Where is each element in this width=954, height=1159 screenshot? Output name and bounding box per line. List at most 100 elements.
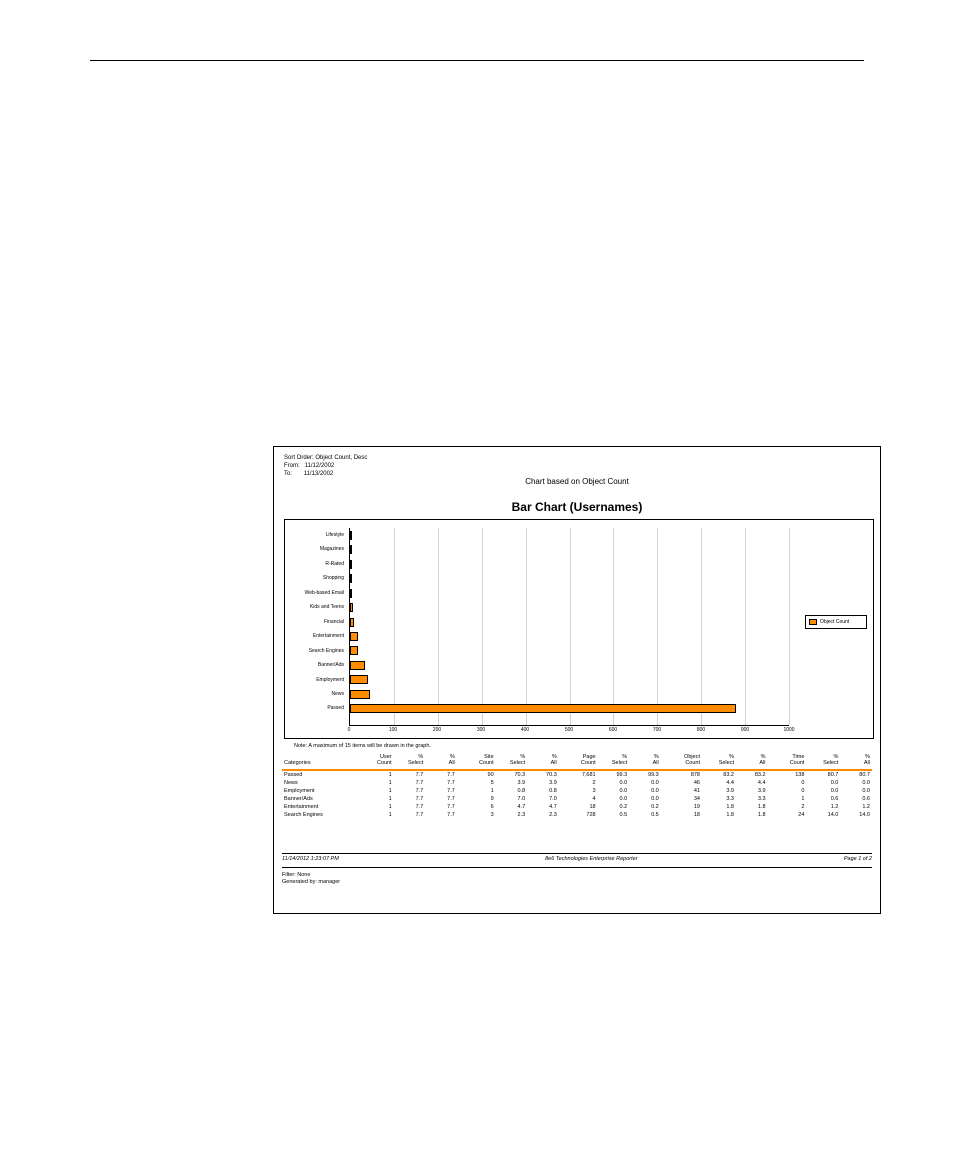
table-cell: 7,681 xyxy=(559,770,598,779)
table-cell: 0.0 xyxy=(629,795,661,803)
table-cell: 0 xyxy=(768,787,807,795)
y-axis-label: Web-based Email xyxy=(285,586,347,600)
chart-bar xyxy=(350,603,353,612)
table-cell: 80.7 xyxy=(806,770,840,779)
table-cell: 2 xyxy=(559,779,598,787)
x-tick-label: 1000 xyxy=(783,727,794,733)
table-cell: 4.7 xyxy=(496,803,528,811)
table-cell: 1 xyxy=(355,795,394,803)
footer-row: 11/14/2012 1:23:07 PM 8e6 Technologies E… xyxy=(282,856,872,862)
grid-line xyxy=(482,528,483,725)
grid-line xyxy=(745,528,746,725)
x-tick-label: 400 xyxy=(521,727,529,733)
table-cell: 41 xyxy=(661,787,702,795)
table-cell: 1 xyxy=(355,803,394,811)
chart-bar xyxy=(350,646,358,655)
table-cell: 3.9 xyxy=(496,779,528,787)
table-header-cell: TimeCount xyxy=(768,753,807,770)
table-cell: Entertainment xyxy=(282,803,355,811)
y-axis-label: Shopping xyxy=(285,571,347,585)
y-axis-label: Banner/Ads xyxy=(285,658,347,672)
grid-line xyxy=(438,528,439,725)
table-row: Search Engines17.77.732.32.37280.50.5181… xyxy=(282,811,872,819)
chart-bar xyxy=(350,690,370,699)
x-tick-label: 800 xyxy=(697,727,705,733)
table-cell: 3 xyxy=(559,787,598,795)
table-cell: 7.7 xyxy=(394,770,426,779)
y-axis-label: Lifestyle xyxy=(285,528,347,542)
table-cell: 3.9 xyxy=(736,787,768,795)
table-cell: 83.2 xyxy=(702,770,736,779)
table-cell: 46 xyxy=(661,779,702,787)
table-header-cell: PageCount xyxy=(559,753,598,770)
table-cell: 99.3 xyxy=(629,770,661,779)
table-header-cell: SiteCount xyxy=(457,753,496,770)
table-cell: 0.0 xyxy=(806,787,840,795)
table-header-cell: ObjectCount xyxy=(661,753,702,770)
table-header-cell: %Select xyxy=(806,753,840,770)
grid-line xyxy=(613,528,614,725)
table-cell: 0.8 xyxy=(527,787,559,795)
table-cell: 1 xyxy=(457,787,496,795)
chart-bar xyxy=(350,661,365,670)
table-cell: 1 xyxy=(355,787,394,795)
table-cell: 728 xyxy=(559,811,598,819)
table-cell: 0.2 xyxy=(629,803,661,811)
table-cell: 1.2 xyxy=(806,803,840,811)
y-axis-label: Kids and Teens xyxy=(285,600,347,614)
table-row: Banner/Ads17.77.797.07.040.00.0343.33.31… xyxy=(282,795,872,803)
sort-order-value: Object Count, Desc xyxy=(315,455,367,461)
table-header-cell: %All xyxy=(840,753,872,770)
x-tick-label: 700 xyxy=(653,727,661,733)
y-axis-label: Search Engines xyxy=(285,644,347,658)
chart-bar xyxy=(350,675,368,684)
table-cell: 2 xyxy=(768,803,807,811)
chart-bar xyxy=(350,574,352,583)
table-row: Passed17.77.79070.370.37,68199.399.38788… xyxy=(282,770,872,779)
table-cell: 7.7 xyxy=(394,787,426,795)
table-cell: 24 xyxy=(768,811,807,819)
table-cell: 3.3 xyxy=(736,795,768,803)
y-axis-labels: LifestyleMagazinesR-RatedShoppingWeb-bas… xyxy=(285,528,347,716)
table-cell: 7.7 xyxy=(394,779,426,787)
table-cell: 19 xyxy=(661,803,702,811)
table-cell: 7.7 xyxy=(425,770,457,779)
table-header-row: CategoriesUserCount%Select%AllSiteCount%… xyxy=(282,753,872,770)
table-cell: 3.9 xyxy=(527,779,559,787)
footer-rule-2 xyxy=(282,867,872,868)
table-header-cell: %Select xyxy=(496,753,528,770)
table-cell: 1.2 xyxy=(840,803,872,811)
table-cell: 4.4 xyxy=(702,779,736,787)
table-cell: 6 xyxy=(457,803,496,811)
footer-timestamp: 11/14/2012 1:23:07 PM xyxy=(282,856,339,862)
table-cell: 0.0 xyxy=(806,779,840,787)
table-cell: 0 xyxy=(768,779,807,787)
table-cell: 0.0 xyxy=(598,787,630,795)
table-cell: 18 xyxy=(661,811,702,819)
table-cell: 5 xyxy=(457,779,496,787)
x-tick-label: 500 xyxy=(565,727,573,733)
chart-legend: Object Count xyxy=(805,615,867,629)
table-header-cell: %All xyxy=(425,753,457,770)
chart-title: Bar Chart (Usernames) xyxy=(274,500,880,514)
table-cell: 3.3 xyxy=(702,795,736,803)
grid-line xyxy=(394,528,395,725)
chart-bar xyxy=(350,589,352,598)
table-cell: 0.0 xyxy=(598,779,630,787)
table-header-cell: %All xyxy=(629,753,661,770)
table-cell: 0.6 xyxy=(806,795,840,803)
footer-page: Page 1 of 2 xyxy=(844,856,872,862)
table-cell: 3.9 xyxy=(702,787,736,795)
footer-rule-1 xyxy=(282,853,872,854)
table-cell: 7.7 xyxy=(425,795,457,803)
y-axis-label: Financial xyxy=(285,615,347,629)
table-cell: 7.7 xyxy=(394,803,426,811)
data-table: CategoriesUserCount%Select%AllSiteCount%… xyxy=(282,753,872,819)
table-cell: 4 xyxy=(559,795,598,803)
table-cell: 4.4 xyxy=(736,779,768,787)
table-header-cell: UserCount xyxy=(355,753,394,770)
table-header-cell: %All xyxy=(527,753,559,770)
table-cell: 18 xyxy=(559,803,598,811)
x-tick-label: 0 xyxy=(348,727,351,733)
table-cell: 0.5 xyxy=(629,811,661,819)
